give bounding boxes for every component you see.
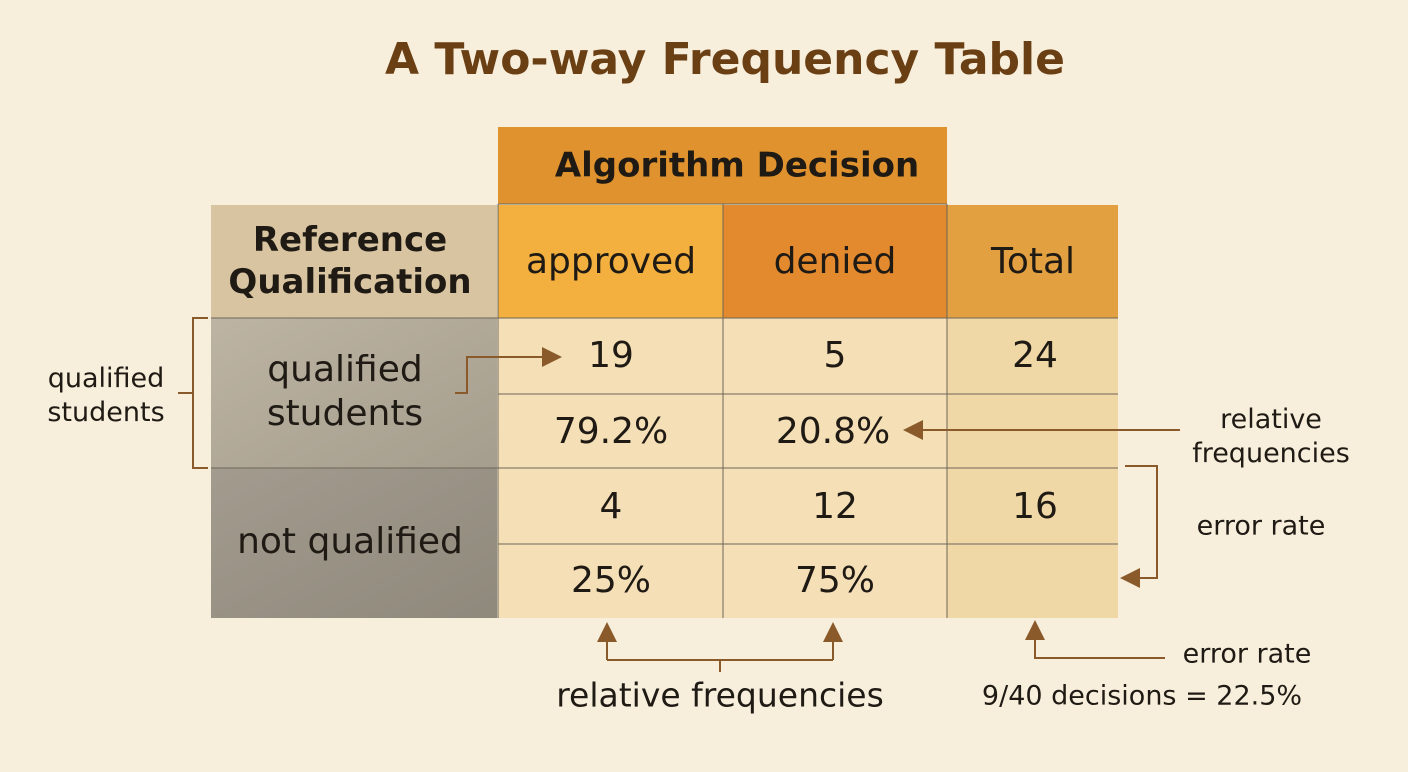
annotation: relative frequencies — [556, 676, 884, 715]
annotation: relative frequencies — [1192, 404, 1350, 469]
column-header: approved — [526, 241, 696, 282]
title: A Two-way Frequency Table — [385, 34, 1065, 85]
grid — [211, 203, 1118, 618]
annotation: qualified students — [47, 363, 164, 428]
column-header-cell — [947, 205, 1118, 318]
annotation: error rate — [1183, 639, 1312, 670]
column-header-cell — [723, 205, 947, 318]
count: 4 — [600, 486, 623, 527]
count: 5 — [824, 335, 847, 376]
column-group-cell — [498, 127, 947, 204]
annotation: 9/40 decisions = 22.5% — [982, 681, 1302, 712]
column-header-cell — [498, 205, 723, 318]
relative: 20.8% — [776, 411, 890, 452]
count: 19 — [588, 335, 634, 376]
row-label: qualified students — [267, 349, 423, 434]
row-label-cell — [211, 318, 497, 468]
row-label-cell — [211, 468, 497, 618]
relative: 25% — [571, 560, 651, 601]
row-header-cell — [211, 205, 497, 318]
count: 16 — [1012, 486, 1058, 527]
count: 24 — [1012, 335, 1058, 376]
column-header: denied — [774, 241, 897, 282]
row-label: not qualified — [237, 521, 463, 562]
row-header: Reference Qualification — [228, 220, 471, 302]
column-header: Total — [990, 241, 1075, 282]
column-group: Algorithm Decision — [555, 146, 919, 186]
relative: 79.2% — [554, 411, 668, 452]
annotation-lines — [178, 317, 1180, 672]
count: 12 — [812, 486, 858, 527]
relative: 75% — [795, 560, 875, 601]
annotation: error rate — [1197, 511, 1326, 542]
